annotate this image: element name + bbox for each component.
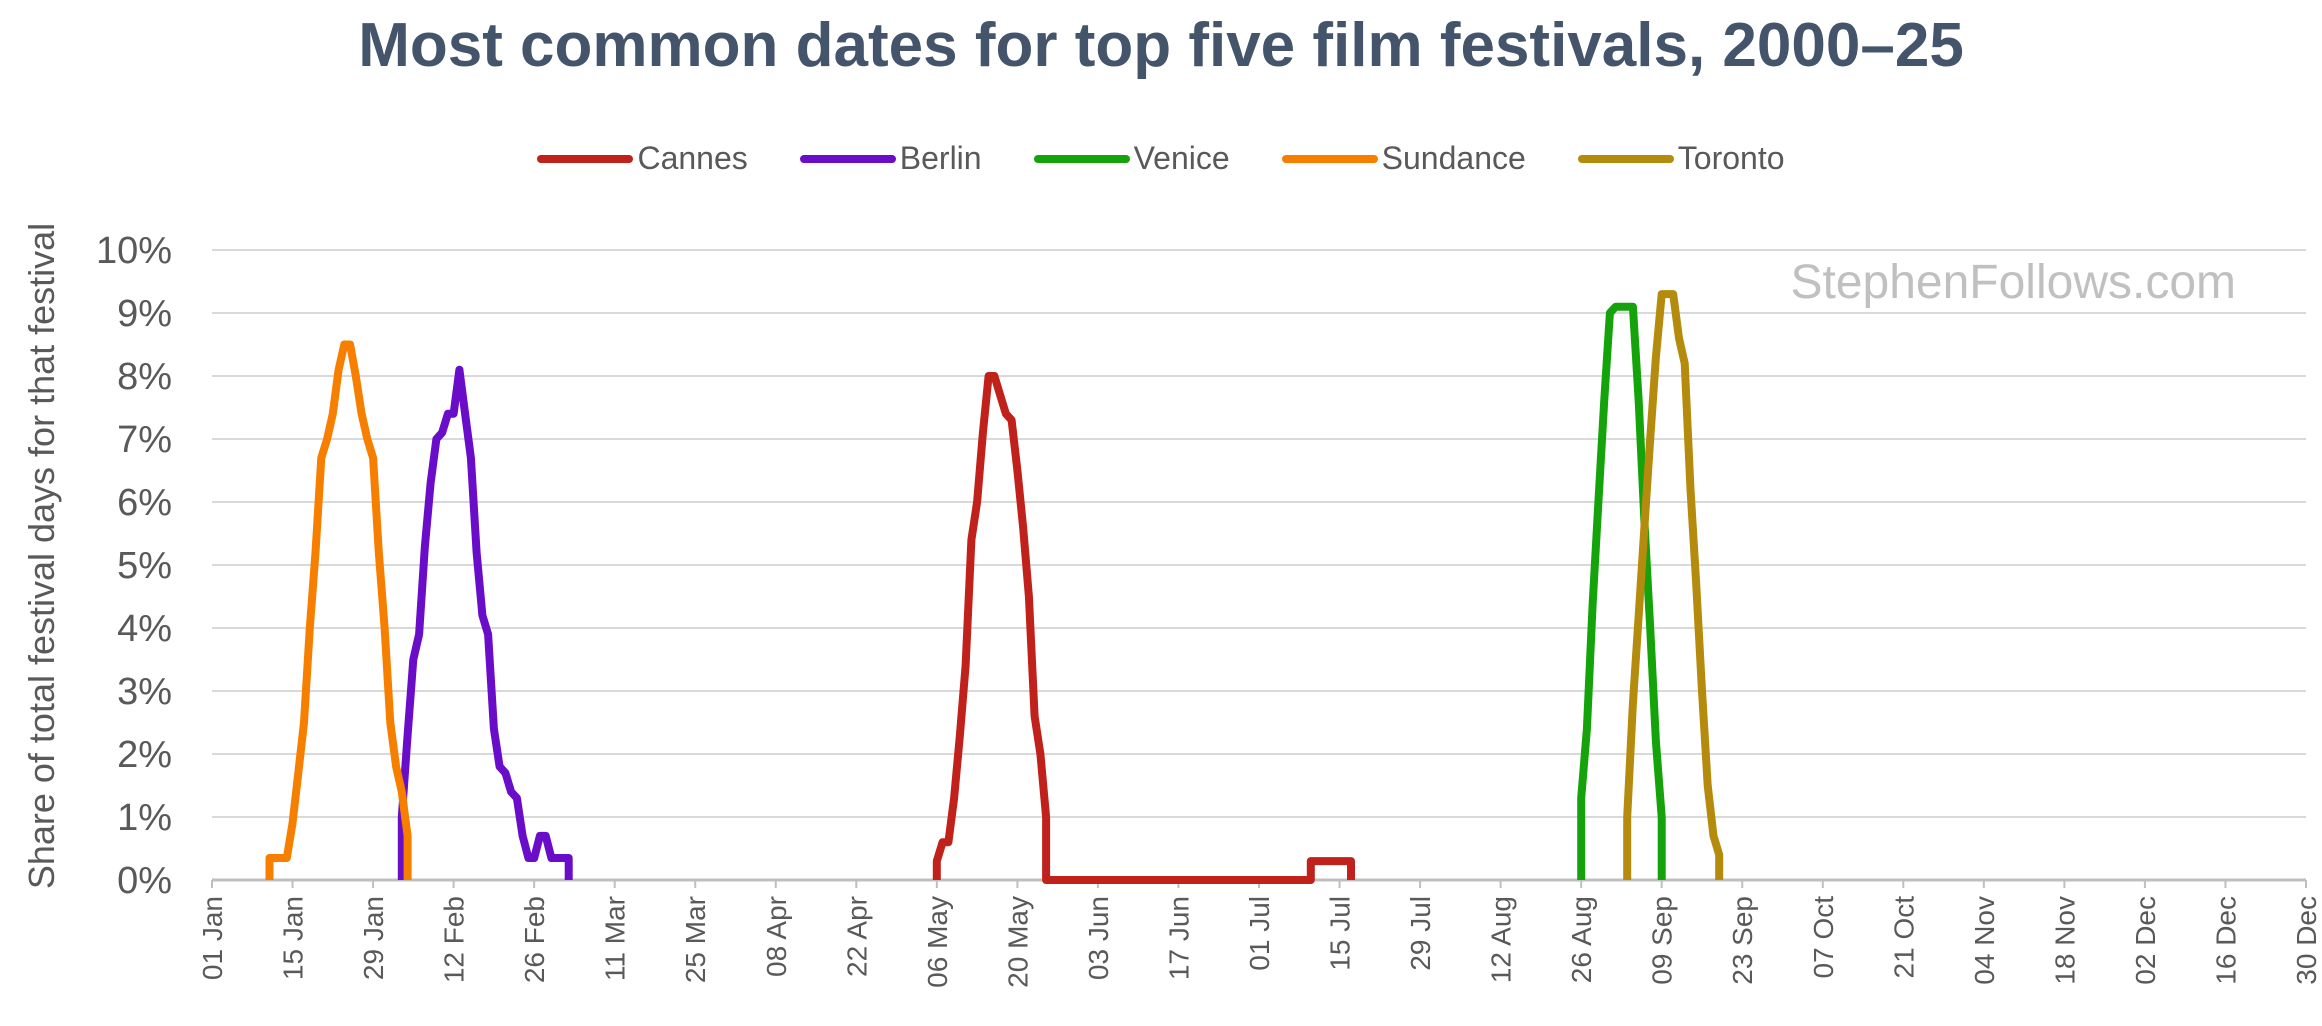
legend-label: Sundance	[1381, 140, 1526, 176]
chart-title: Most common dates for top five film fest…	[358, 11, 1964, 80]
x-tick-label: 18 Nov	[2049, 896, 2080, 985]
x-tick-label: 01 Jul	[1244, 896, 1275, 971]
y-tick-label: 6%	[117, 482, 172, 524]
legend-label: Berlin	[899, 140, 982, 176]
x-tick-label: 07 Oct	[1808, 896, 1839, 979]
series-line-venice	[1577, 302, 1666, 880]
y-tick-label: 8%	[117, 356, 172, 398]
x-tick-label: 06 May	[922, 896, 953, 988]
y-tick-label: 7%	[117, 419, 172, 461]
x-tick-label: 11 Mar	[600, 896, 631, 981]
x-tick-label: 17 Jun	[1163, 896, 1194, 980]
x-tick-label: 20 May	[1002, 896, 1033, 988]
x-tick-label: 25 Mar	[680, 896, 711, 983]
y-tick-label: 0%	[117, 860, 172, 902]
y-tick-label: 9%	[117, 293, 172, 335]
x-tick-label: 29 Jan	[358, 896, 389, 980]
y-tick-label: 4%	[117, 608, 172, 650]
x-tick-label: 30 Dec	[2291, 896, 2322, 985]
x-tick-label: 23 Sep	[1727, 896, 1758, 985]
x-tick-label: 26 Aug	[1566, 896, 1597, 983]
x-axis-ticks: 01 Jan 15 Jan 29 Jan 12 Feb 26 Feb 11 Mar 25 M…	[197, 880, 2322, 988]
x-tick-label: 04 Nov	[1969, 896, 2000, 985]
series-lines	[265, 290, 1724, 884]
y-axis-label: Share of total festival days for that fe…	[21, 223, 62, 889]
y-tick-label: 5%	[117, 545, 172, 587]
legend-item-venice: Venice	[1033, 140, 1230, 177]
series-line-cannes	[932, 372, 1355, 884]
x-tick-label: 21 Oct	[1888, 896, 1919, 979]
legend-label: Cannes	[637, 140, 748, 176]
y-tick-label: 10%	[96, 230, 172, 272]
series-line-sundance	[265, 340, 412, 880]
x-tick-label: 01 Jan	[197, 896, 228, 980]
x-tick-label: 12 Feb	[439, 896, 470, 983]
x-tick-label: 15 Jul	[1325, 896, 1356, 971]
x-tick-label: 03 Jun	[1083, 896, 1114, 980]
x-tick-label: 26 Feb	[519, 896, 550, 983]
legend-swatch	[1281, 154, 1378, 163]
y-tick-label: 1%	[117, 797, 172, 839]
legend-swatch	[1033, 154, 1130, 163]
legend-item-berlin: Berlin	[799, 140, 982, 177]
x-tick-label: 22 Apr	[841, 896, 872, 977]
gridlines	[212, 249, 2306, 882]
x-tick-label: 08 Apr	[761, 896, 792, 977]
legend-swatch	[537, 154, 634, 163]
legend-item-cannes: Cannes	[537, 140, 748, 177]
x-tick-label: 09 Sep	[1647, 896, 1678, 985]
x-tick-label: 29 Jul	[1405, 896, 1436, 971]
y-tick-label: 3%	[117, 671, 172, 713]
series-line-toronto	[1623, 290, 1724, 880]
legend-item-toronto: Toronto	[1577, 140, 1785, 177]
legend: Cannes Berlin Venice Sundance Toronto	[0, 140, 2322, 177]
watermark: StephenFollows.com	[1790, 256, 2236, 309]
x-tick-label: 02 Dec	[2130, 896, 2161, 985]
series-line-berlin	[397, 365, 573, 880]
legend-label: Venice	[1133, 140, 1230, 176]
legend-item-sundance: Sundance	[1281, 140, 1526, 177]
legend-label: Toronto	[1677, 140, 1785, 176]
y-tick-label: 2%	[117, 734, 172, 776]
x-tick-label: 16 Dec	[2210, 896, 2241, 985]
y-axis-ticks: 0% 1% 2% 3% 4% 5% 6% 7% 8% 9% 10%	[96, 230, 172, 902]
legend-swatch	[799, 154, 896, 163]
x-tick-label: 12 Aug	[1486, 896, 1517, 983]
legend-swatch	[1577, 154, 1674, 163]
x-tick-label: 15 Jan	[278, 896, 309, 980]
